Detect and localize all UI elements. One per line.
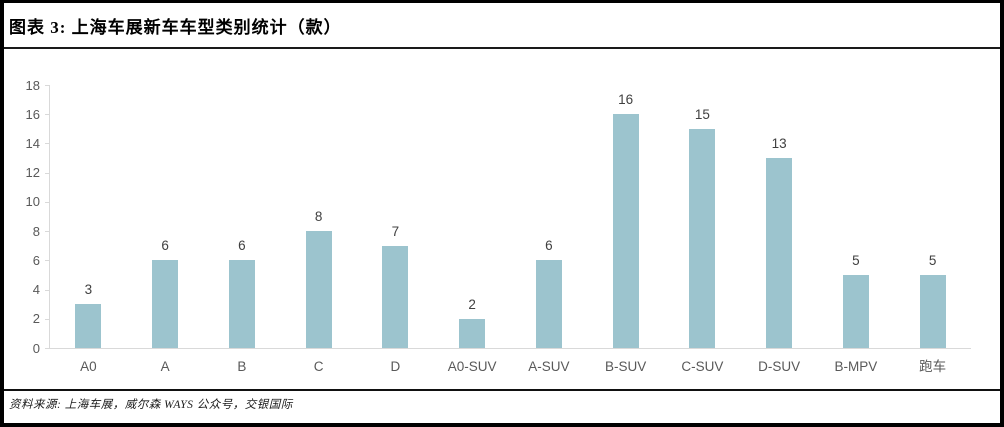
- y-tick-mark: [45, 318, 49, 320]
- bar-C: [305, 231, 332, 348]
- x-tick-label-B: B: [237, 359, 247, 374]
- y-tick-mark: [45, 348, 49, 349]
- figure-title: 图表 3: 上海车展新车车型类别统计（款）: [9, 17, 342, 37]
- value-label-A0-SUV: 2: [468, 296, 476, 312]
- plot-area: [49, 85, 971, 349]
- source-note: 资料来源: 上海车展，威尔森 WAYS 公众号，交银国际: [9, 399, 293, 411]
- bar-A-SUV: [535, 260, 562, 348]
- value-label-A: 6: [161, 238, 169, 254]
- y-tick-mark: [45, 114, 49, 116]
- bar-D-SUV: [766, 158, 793, 348]
- y-tick-label-2: 2: [32, 311, 40, 327]
- y-tick-mark: [45, 143, 49, 145]
- y-tick-label-0: 0: [32, 340, 40, 356]
- bar-B: [228, 260, 255, 348]
- x-tick-label-A-SUV: A-SUV: [528, 359, 570, 374]
- value-label-B: 6: [238, 238, 246, 254]
- x-tick-label-B-MPV: B-MPV: [834, 359, 878, 374]
- x-tick-label-A0: A0: [80, 359, 97, 374]
- bar-D: [382, 245, 409, 348]
- y-tick-mark: [45, 85, 49, 86]
- value-label-跑车: 5: [928, 252, 937, 268]
- bar-跑车: [919, 274, 946, 348]
- value-label-B-SUV: 16: [618, 92, 634, 108]
- bar-A: [152, 260, 179, 348]
- x-tick-label-A0-SUV: A0-SUV: [447, 359, 497, 374]
- y-tick-label-4: 4: [32, 282, 40, 298]
- bar-C-SUV: [689, 128, 716, 348]
- y-tick-mark: [45, 172, 49, 174]
- footer-divider: [4, 389, 1000, 391]
- y-tick-mark: [45, 260, 49, 262]
- x-tick-label-C-SUV: C-SUV: [681, 359, 724, 374]
- value-label-A0: 3: [84, 282, 93, 298]
- value-label-D: 7: [391, 223, 400, 239]
- y-tick-label-10: 10: [25, 194, 40, 210]
- bar-B-SUV: [612, 114, 639, 348]
- value-label-C-SUV: 15: [694, 106, 710, 122]
- bar-chart: 0 2 4 6 8 10 12 14 16 18 3 6 6 8 7 2 6 16 15 13 5 5 A0 A B C D A0…: [4, 3, 1000, 423]
- x-tick-label-D-SUV: D-SUV: [758, 359, 801, 374]
- value-label-C: 8: [314, 209, 323, 225]
- y-tick-mark: [45, 231, 49, 233]
- x-tick-label-B-SUV: B-SUV: [604, 359, 647, 374]
- value-label-B-MPV: 5: [852, 252, 860, 268]
- bar-A0: [75, 304, 102, 348]
- value-label-A-SUV: 6: [545, 238, 553, 254]
- y-tick-mark: [45, 201, 49, 203]
- title-divider: [4, 47, 1000, 49]
- x-tick-label-跑车: 跑车: [919, 359, 947, 374]
- bar-B-MPV: [842, 274, 869, 348]
- figure-header: 图表 3: 上海车展新车车型类别统计（款）: [4, 3, 1000, 47]
- value-label-D-SUV: 13: [771, 136, 787, 152]
- y-tick-label-14: 14: [25, 135, 40, 151]
- y-tick-label-18: 18: [25, 77, 40, 93]
- x-tick-label-C: C: [313, 359, 324, 374]
- y-tick-label-8: 8: [32, 223, 40, 239]
- y-tick-label-12: 12: [25, 165, 40, 181]
- x-tick-label-A: A: [160, 359, 170, 374]
- bar-A0-SUV: [459, 318, 486, 348]
- x-tick-label-D: D: [390, 359, 401, 374]
- y-tick-label-6: 6: [32, 252, 40, 268]
- y-tick-label-16: 16: [25, 106, 40, 122]
- y-tick-mark: [45, 289, 49, 291]
